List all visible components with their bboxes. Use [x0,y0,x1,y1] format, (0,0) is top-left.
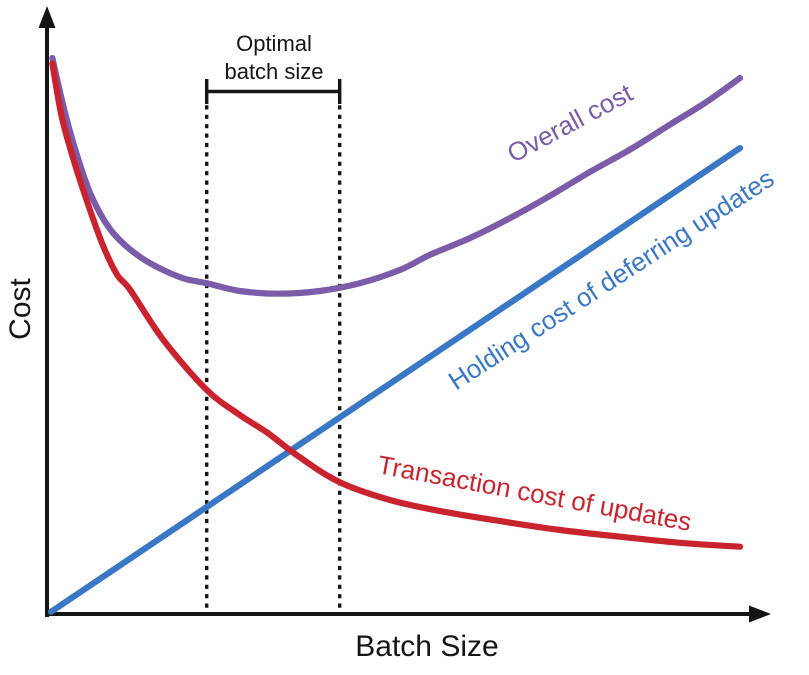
holding-cost-series-label: Holding cost of deferring updates [443,163,779,396]
x-axis-title: Batch Size [355,630,498,663]
x-axis-arrowhead [749,605,771,623]
overall-cost-curve [49,54,744,297]
y-axis-arrowhead [38,6,56,28]
transaction-cost-curve [49,60,744,550]
y-axis-title: Cost [4,277,37,339]
data-curves [47,54,744,615]
optimal-batch-size-label-line1: Optimal [236,31,312,56]
optimal-batch-size-label-line2: batch size [224,59,323,84]
optimal-range-bracket [205,79,342,104]
holding-cost-line [47,144,744,615]
